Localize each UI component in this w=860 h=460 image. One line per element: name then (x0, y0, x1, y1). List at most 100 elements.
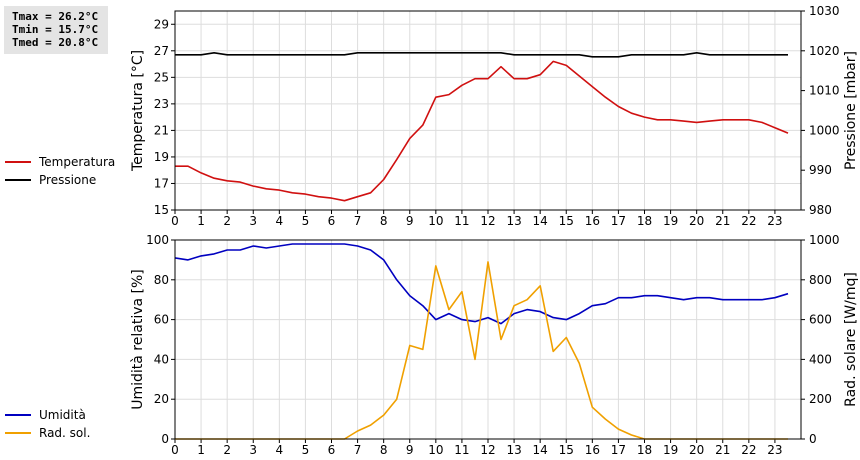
x-tick-label: 16 (585, 214, 600, 228)
legend-label-humidity: Umidità (39, 408, 86, 422)
x-tick-label: 15 (559, 214, 574, 228)
legend-label-pressure: Pressione (39, 173, 97, 187)
x-tick-label: 4 (276, 214, 284, 228)
x-tick-label: 21 (715, 443, 730, 457)
panel-temperature-pressure: 0 1 2 3 4 5 6 7 8 9 10 11 12 13 14 15 16 17 18 19 20 21 22 2315… (130, 4, 859, 228)
y2-tick-label: 800 (809, 273, 832, 287)
y-tick-label: 15 (154, 203, 169, 217)
x-tick-label: 8 (380, 443, 388, 457)
legend-label-temperature: Temperatura (39, 155, 116, 169)
y2-tick-label: 1030 (809, 4, 840, 18)
x-tick-label: 18 (637, 443, 652, 457)
y2-axis-label: Rad. solare [W/mq] (843, 272, 859, 407)
x-tick-label: 23 (767, 443, 782, 457)
legend-item-radiation: Rad. sol. (5, 424, 140, 442)
series-line-pressione (175, 51, 788, 58)
y-tick-label: 27 (154, 44, 169, 58)
legend-label-radiation: Rad. sol. (39, 426, 91, 440)
legend-swatch-humidity (5, 414, 31, 416)
x-tick-label: 2 (223, 214, 231, 228)
x-tick-label: 20 (689, 443, 704, 457)
plot-frame (174, 10, 802, 211)
x-tick-label: 7 (354, 443, 362, 457)
y2-tick-label: 1000 (809, 233, 840, 247)
legend-item-temperature: Temperatura (5, 153, 140, 171)
y-tick-label: 21 (154, 123, 169, 137)
legend-item-pressure: Pressione (5, 171, 140, 189)
x-tick-label: 19 (663, 443, 678, 457)
series-line-rad-sol- (175, 261, 788, 440)
stats-box: Tmax = 26.2°C Tmin = 15.7°C Tmed = 20.8°… (4, 6, 108, 54)
x-tick-label: 22 (741, 443, 756, 457)
y2-tick-label: 600 (809, 313, 832, 327)
y-tick-label: 100 (146, 233, 169, 247)
panel-humidity-radiation: 0 1 2 3 4 5 6 7 8 9 10 11 12 13 14 15 16 17 18 19 20 21 22 2302… (130, 233, 859, 457)
x-tick-label: 0 (171, 443, 179, 457)
x-tick-label: 20 (689, 214, 704, 228)
x-tick-label: 7 (354, 214, 362, 228)
tmin-text: Tmin = 15.7°C (12, 23, 99, 36)
y2-tick-label: 1020 (809, 44, 840, 58)
tmed-text: Tmed = 20.8°C (12, 36, 99, 49)
x-tick-label: 10 (428, 214, 443, 228)
y-tick-label: 80 (154, 273, 169, 287)
x-tick-label: 6 (328, 214, 336, 228)
legend-swatch-pressure (5, 179, 31, 181)
x-tick-label: 5 (302, 443, 310, 457)
x-tick-label: 1 (197, 214, 205, 228)
x-tick-label: 10 (428, 443, 443, 457)
y2-tick-label: 200 (809, 392, 832, 406)
x-tick-label: 15 (559, 443, 574, 457)
y-tick-label: 17 (154, 176, 169, 190)
x-tick-label: 23 (767, 214, 782, 228)
y-tick-label: 23 (154, 97, 169, 111)
x-tick-label: 1 (197, 443, 205, 457)
x-tick-label: 13 (506, 443, 521, 457)
legend-top: Temperatura Pressione (5, 153, 140, 189)
x-tick-label: 14 (533, 214, 548, 228)
legend-bottom: Umidità Rad. sol. (5, 406, 140, 442)
x-tick-label: 6 (328, 443, 336, 457)
x-tick-label: 8 (380, 214, 388, 228)
x-tick-label: 4 (276, 443, 284, 457)
y-tick-label: 29 (154, 17, 169, 31)
legend-swatch-radiation (5, 432, 31, 434)
y-tick-label: 0 (161, 432, 169, 446)
x-tick-label: 18 (637, 214, 652, 228)
x-tick-label: 12 (480, 214, 495, 228)
x-tick-label: 9 (406, 443, 414, 457)
plot-frame (174, 239, 802, 440)
x-tick-label: 17 (611, 443, 626, 457)
x-tick-label: 19 (663, 214, 678, 228)
y2-axis-label: Pressione [mbar] (843, 51, 859, 170)
x-tick-label: 12 (480, 443, 495, 457)
x-tick-label: 9 (406, 214, 414, 228)
series-line-temperatura (175, 60, 789, 202)
x-tick-label: 21 (715, 214, 730, 228)
y2-tick-label: 990 (809, 163, 832, 177)
x-tick-label: 0 (171, 214, 179, 228)
y2-tick-label: 980 (809, 203, 832, 217)
x-tick-label: 3 (249, 443, 257, 457)
y2-tick-label: 400 (809, 352, 832, 366)
x-tick-label: 11 (454, 214, 469, 228)
y-tick-label: 40 (154, 352, 169, 366)
x-tick-label: 2 (223, 443, 231, 457)
y-tick-label: 60 (154, 313, 169, 327)
x-tick-label: 13 (506, 214, 521, 228)
x-tick-label: 11 (454, 443, 469, 457)
y-tick-label: 20 (154, 392, 169, 406)
x-tick-label: 16 (585, 443, 600, 457)
x-tick-label: 22 (741, 214, 756, 228)
y-axis-label: Temperatura [°C] (130, 50, 146, 172)
series-line-umidit- (174, 243, 789, 325)
x-tick-label: 5 (302, 214, 310, 228)
legend-item-humidity: Umidità (5, 406, 140, 424)
y2-tick-label: 0 (809, 432, 817, 446)
tmax-text: Tmax = 26.2°C (12, 10, 99, 23)
y-tick-label: 19 (154, 150, 169, 164)
legend-swatch-temperature (5, 161, 31, 163)
y2-tick-label: 1010 (809, 84, 840, 98)
x-tick-label: 14 (533, 443, 548, 457)
